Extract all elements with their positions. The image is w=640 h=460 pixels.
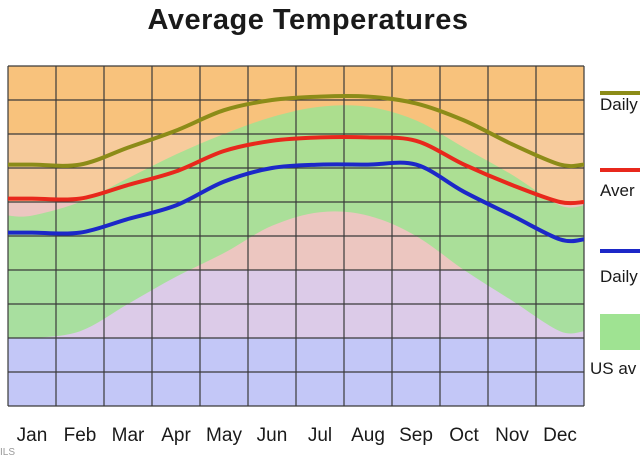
chart-title: Average Temperatures [147,4,469,36]
legend-label-0: Daily [600,95,638,114]
series-line-2 [8,160,584,244]
x-tick-label: Jan [17,425,48,446]
legend-label-2: Daily [600,267,638,286]
x-tick-label: Dec [543,425,577,446]
x-tick-label: Apr [161,425,191,446]
watermark-text: ILS [0,447,16,458]
x-tick-label: Jun [257,425,288,446]
x-tick-label: Oct [449,425,479,446]
x-tick-label: Sep [399,425,433,446]
series-line-0 [8,93,584,169]
legend-label-1: Aver [600,181,635,200]
legend-swatch-band [600,314,640,350]
x-tick-label: Jul [308,425,332,446]
x-tick-label: Aug [351,425,385,446]
x-tick-label: May [206,425,242,446]
series-line-1 [8,134,584,206]
legend-label-band: US av [590,359,637,378]
x-tick-label: Nov [495,425,529,446]
x-tick-label: Feb [64,425,97,446]
x-tick-label: Mar [112,425,145,446]
